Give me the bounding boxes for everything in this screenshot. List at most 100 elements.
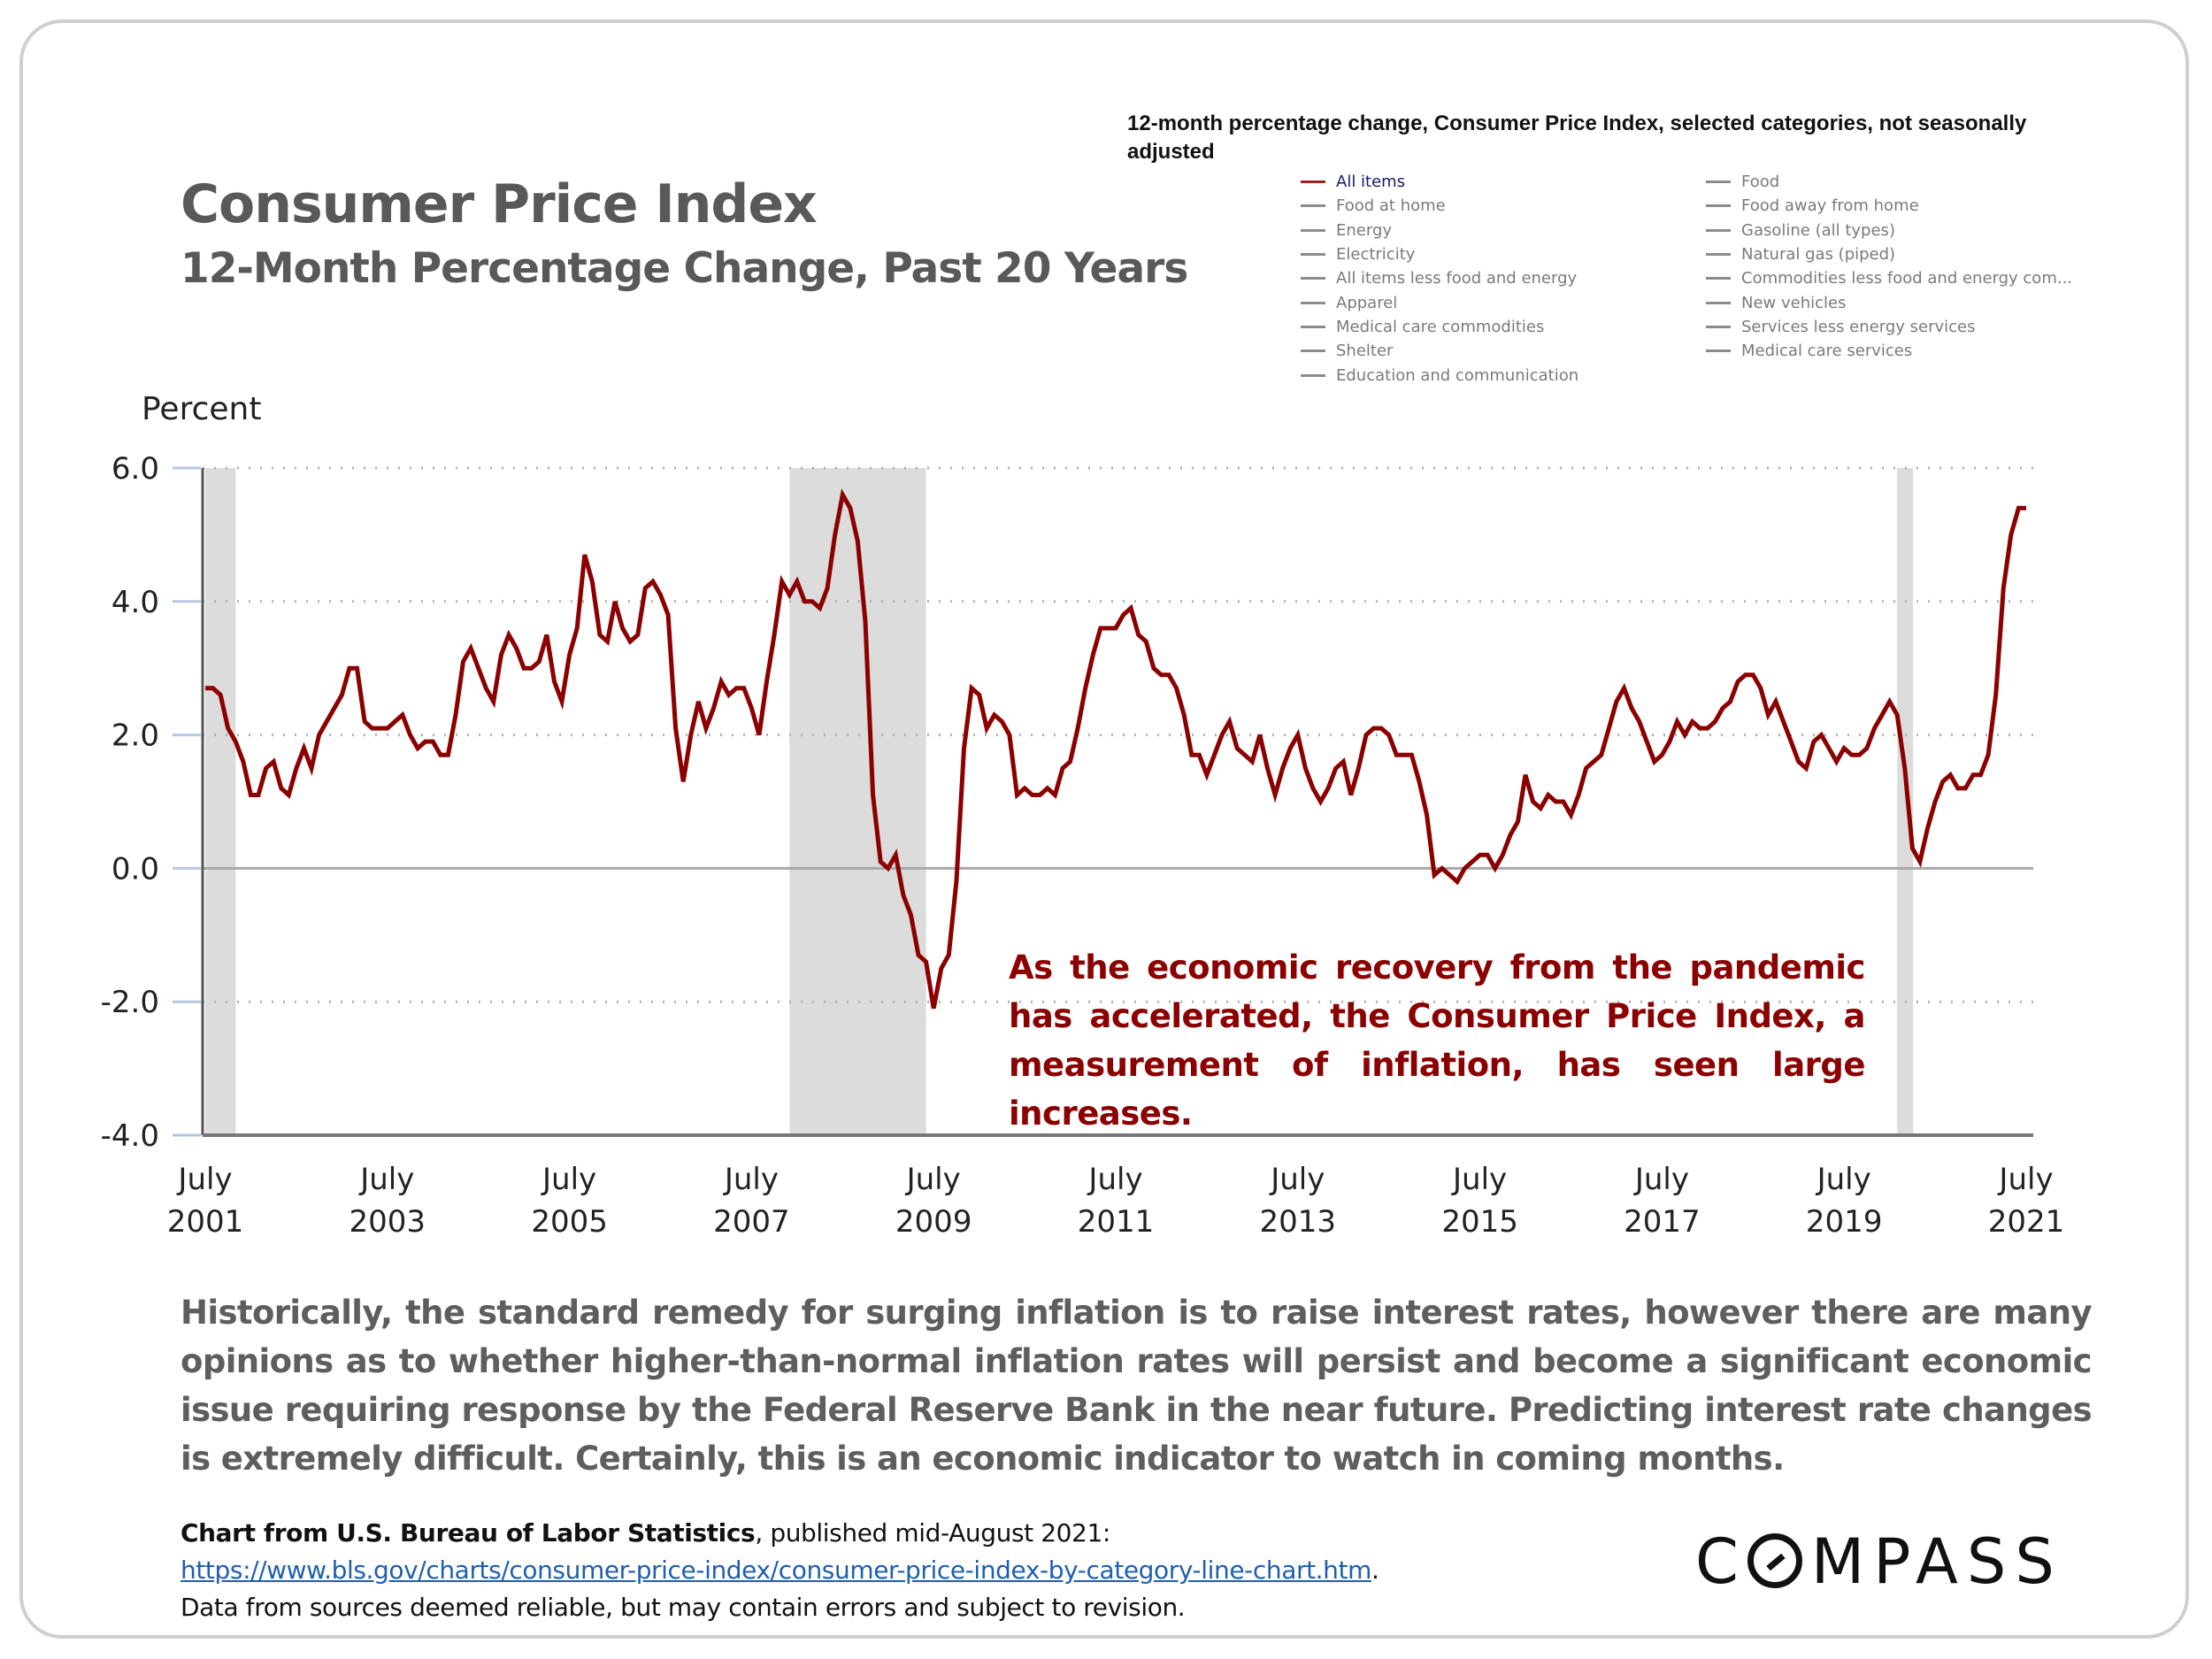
legend-item[interactable]: Medical care services bbox=[1706, 339, 2072, 363]
x-tick-label-month: July bbox=[723, 1162, 779, 1197]
legend-label: All items less food and energy bbox=[1336, 269, 1578, 288]
legend-item[interactable]: Food at home bbox=[1301, 194, 1578, 218]
legend-item[interactable]: All items less food and energy bbox=[1301, 266, 1578, 290]
legend-swatch-icon bbox=[1706, 253, 1731, 257]
legend-item[interactable]: Education and communication bbox=[1301, 363, 1578, 387]
legend-label: Energy bbox=[1336, 220, 1393, 240]
axes bbox=[201, 468, 2033, 1137]
legend-label: Natural gas (piped) bbox=[1741, 245, 1896, 265]
y-tick-labels: 6.0 4.0 2.0 0.0 -2.0 -4.0 bbox=[101, 451, 159, 1154]
legend-label: Food bbox=[1741, 173, 1780, 192]
commentary-paragraph: Historically, the standard remedy for su… bbox=[180, 1294, 2093, 1478]
legend-swatch-icon bbox=[1301, 301, 1325, 304]
x-tick-label-year: 2007 bbox=[713, 1204, 790, 1240]
legend-label: Medical care commodities bbox=[1336, 317, 1545, 336]
slide-card bbox=[19, 19, 2189, 1639]
y-tick-label: 0.0 bbox=[111, 851, 159, 887]
x-tick-label-year: 2001 bbox=[167, 1204, 244, 1240]
legend-item[interactable]: Apparel bbox=[1301, 290, 1578, 314]
x-tick-label-year: 2005 bbox=[531, 1204, 608, 1240]
x-tick-label-month: July bbox=[1816, 1162, 1871, 1197]
legend-item[interactable]: All items bbox=[1301, 170, 1578, 194]
series-line-all-items bbox=[205, 488, 2026, 1010]
logo-first-letter: C bbox=[1695, 1525, 1747, 1598]
legend-item[interactable]: Commodities less food and energy com... bbox=[1706, 266, 2072, 290]
legend-swatch-icon bbox=[1301, 180, 1325, 184]
legend-column-right: Food Food away from home Gasoline (all typ… bbox=[1706, 170, 2072, 363]
x-tick-label-month: July bbox=[176, 1162, 232, 1197]
legend-item[interactable]: Energy bbox=[1301, 219, 1578, 242]
legend-swatch-icon bbox=[1301, 228, 1325, 232]
page-title: Consumer Price Index bbox=[180, 173, 818, 235]
x-tick-label-month: July bbox=[541, 1162, 596, 1197]
source-rest: , published mid-August 2021: bbox=[755, 1518, 1110, 1548]
legend-item[interactable]: New vehicles bbox=[1706, 290, 2072, 314]
x-tick-label-year: 2017 bbox=[1624, 1204, 1701, 1240]
legend-swatch-icon bbox=[1301, 277, 1325, 280]
series-layer bbox=[205, 488, 2026, 1010]
legend-item[interactable]: Electricity bbox=[1301, 242, 1578, 266]
source-link-suffix: . bbox=[1371, 1555, 1379, 1585]
legend-item[interactable]: Gasoline (all types) bbox=[1706, 219, 2072, 242]
x-tick-label-month: July bbox=[358, 1162, 414, 1197]
legend-label: Medical care services bbox=[1741, 342, 1913, 361]
legend-item[interactable]: Medical care commodities bbox=[1301, 315, 1578, 339]
legend-label: All items bbox=[1336, 173, 1406, 192]
legend-item[interactable]: Shelter bbox=[1301, 339, 1578, 363]
chart-annotation: As the economic recovery from the pandem… bbox=[1009, 949, 1866, 1133]
x-tick-labels: July 2001 July 2003 July 2005 July 2007 July 2009… bbox=[167, 1162, 2065, 1240]
legend-label: Commodities less food and energy com... bbox=[1741, 269, 2073, 288]
x-tick-label-year: 2013 bbox=[1260, 1204, 1337, 1240]
legend-swatch-icon bbox=[1706, 325, 1731, 328]
recession-band bbox=[1897, 468, 1914, 1135]
legend-label: Education and communication bbox=[1336, 365, 1579, 385]
logo-rest: MPASS bbox=[1810, 1525, 2063, 1598]
legend-swatch-icon bbox=[1301, 253, 1325, 257]
x-tick-label-year: 2021 bbox=[1988, 1204, 2065, 1240]
gridlines bbox=[173, 466, 2033, 1137]
x-tick-label-year: 2019 bbox=[1806, 1204, 1883, 1240]
x-tick-label-year: 2011 bbox=[1078, 1204, 1155, 1240]
legend-swatch-icon bbox=[1301, 204, 1325, 208]
legend-item[interactable]: Food bbox=[1706, 170, 2072, 194]
x-tick-label-month: July bbox=[1451, 1162, 1507, 1197]
legend-swatch-icon bbox=[1706, 228, 1731, 232]
legend-label: Electricity bbox=[1336, 245, 1416, 265]
x-tick-label-month: July bbox=[905, 1162, 961, 1197]
legend-swatch-icon bbox=[1706, 301, 1731, 304]
y-tick-label: 6.0 bbox=[111, 451, 159, 487]
legend-label: Food away from home bbox=[1741, 196, 1919, 216]
recession-band bbox=[789, 468, 926, 1135]
y-tick-label: -2.0 bbox=[101, 985, 159, 1020]
legend-swatch-icon bbox=[1706, 277, 1731, 280]
legend-label: Apparel bbox=[1336, 293, 1398, 312]
legend-label: Shelter bbox=[1336, 342, 1394, 361]
legend-item[interactable]: Services less energy services bbox=[1706, 315, 2072, 339]
legend-swatch-icon bbox=[1706, 180, 1731, 184]
x-tick-label-year: 2009 bbox=[895, 1204, 972, 1240]
x-tick-label-month: July bbox=[1087, 1162, 1142, 1197]
y-axis-label: Percent bbox=[142, 391, 262, 427]
source-link[interactable]: https://www.bls.gov/charts/consumer-pric… bbox=[180, 1555, 1371, 1585]
recession-band bbox=[205, 468, 236, 1135]
x-tick-label-month: July bbox=[1997, 1162, 2053, 1197]
legend-column-left: All items Food at home Energy Electricity Al… bbox=[1301, 170, 1578, 388]
source-disclaimer: Data from sources deemed reliable, but m… bbox=[180, 1593, 1186, 1622]
x-tick-label-month: July bbox=[1633, 1162, 1689, 1197]
legend-label: Gasoline (all types) bbox=[1741, 220, 1895, 240]
legend-swatch-icon bbox=[1706, 349, 1731, 353]
legend-swatch-icon bbox=[1301, 349, 1325, 353]
legend-item[interactable]: Natural gas (piped) bbox=[1706, 242, 2072, 266]
bls-chart-title: 12-month percentage change, Consumer Pri… bbox=[1127, 111, 2027, 164]
source-bold: Chart from U.S. Bureau of Labor Statisti… bbox=[180, 1518, 756, 1548]
compass-o-icon bbox=[1747, 1533, 1802, 1588]
legend-label: Services less energy services bbox=[1741, 317, 1976, 336]
x-tick-label-month: July bbox=[1269, 1162, 1325, 1197]
legend-label: Food at home bbox=[1336, 196, 1446, 216]
x-tick-label-year: 2003 bbox=[349, 1204, 426, 1240]
legend-label: New vehicles bbox=[1741, 293, 1847, 312]
page-subtitle: 12-Month Percentage Change, Past 20 Year… bbox=[180, 244, 1188, 293]
y-tick-label: 4.0 bbox=[111, 585, 159, 620]
legend-item[interactable]: Food away from home bbox=[1706, 194, 2072, 218]
